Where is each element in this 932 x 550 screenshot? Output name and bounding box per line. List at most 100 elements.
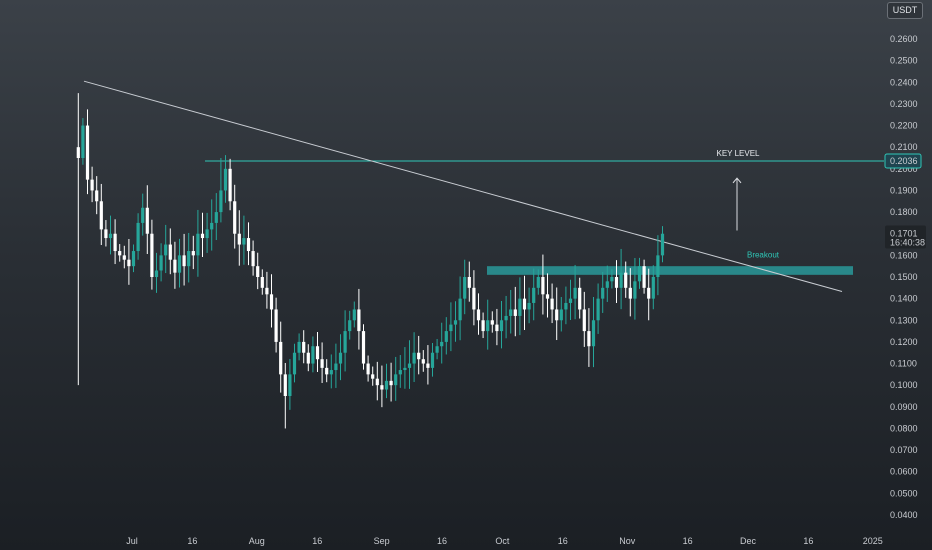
price-tick-label: 0.1100 xyxy=(890,359,917,369)
time-tick-label: 16 xyxy=(312,536,322,546)
candle-body xyxy=(587,331,591,347)
candle-body xyxy=(601,287,605,299)
candle-body xyxy=(246,238,251,252)
time-tick-label: Oct xyxy=(495,536,510,546)
candle-body xyxy=(458,298,462,321)
candle-body xyxy=(541,277,545,295)
candle-body xyxy=(361,331,366,364)
candle-body xyxy=(545,294,550,299)
candle-body xyxy=(486,320,490,332)
candle-body xyxy=(118,251,122,256)
candle-body xyxy=(136,222,140,252)
candle-body xyxy=(619,272,623,288)
candle-body xyxy=(90,179,94,191)
candle-body xyxy=(578,287,582,310)
candle-body xyxy=(426,363,430,368)
candle-body xyxy=(145,207,149,234)
candle-body xyxy=(656,255,660,277)
candle-body xyxy=(251,251,255,267)
candle-body xyxy=(325,367,329,375)
candle-body xyxy=(421,359,425,364)
candle-body xyxy=(348,320,352,332)
candle-body xyxy=(113,233,117,252)
candle-body xyxy=(624,272,628,288)
candle-body xyxy=(256,266,260,277)
time-tick-label: Jul xyxy=(126,536,138,546)
price-tick-label: 0.2000 xyxy=(890,164,918,174)
candle-body xyxy=(95,190,99,202)
candle-body xyxy=(131,251,136,267)
candle-body xyxy=(233,201,237,234)
candle-body xyxy=(637,266,642,282)
candle-body xyxy=(412,352,416,364)
candle-body xyxy=(463,277,467,299)
candle-body xyxy=(527,302,531,310)
time-tick-label: Sep xyxy=(374,536,390,546)
time-tick-label: 2025 xyxy=(863,536,883,546)
candle-body xyxy=(159,255,163,271)
candle-body xyxy=(329,370,333,375)
candle-body xyxy=(518,298,522,316)
time-tick-label: Dec xyxy=(740,536,757,546)
candle-body xyxy=(366,363,370,375)
candle-body xyxy=(647,287,651,299)
candle-body xyxy=(614,277,619,288)
candle-body xyxy=(628,287,632,299)
price-tick-label: 0.0500 xyxy=(890,488,918,498)
price-tick-label: 0.1600 xyxy=(890,250,918,260)
candle-body xyxy=(274,309,278,342)
candle-body xyxy=(651,277,655,299)
candle-body xyxy=(223,168,228,191)
candle-body xyxy=(164,244,168,256)
drawing-lines-layer xyxy=(83,80,884,292)
time-tick-label: 16 xyxy=(558,536,568,546)
time-tick-label: 16 xyxy=(437,536,447,546)
trendline xyxy=(83,80,843,292)
candle-body xyxy=(269,294,274,310)
time-axis: Jul 16 Aug 16 Sep 16 Oct 16 Nov 16 Dec 16 2025 xyxy=(126,536,883,546)
candle-body xyxy=(559,309,563,321)
candle-body xyxy=(407,363,412,368)
candle-body xyxy=(495,324,499,332)
price-tick-label: 0.0800 xyxy=(890,423,918,433)
candle-body xyxy=(219,190,223,213)
candle-body xyxy=(228,168,232,202)
candle-body xyxy=(260,277,264,288)
candle-body xyxy=(380,385,384,390)
candle-body xyxy=(311,346,315,364)
price-tick-label: 0.0600 xyxy=(890,467,918,477)
breakout-zone xyxy=(487,266,853,275)
price-tick-label: 0.2200 xyxy=(890,121,918,131)
candle-body xyxy=(610,277,614,282)
price-tick-label: 0.2100 xyxy=(890,142,918,152)
candle-body xyxy=(384,380,389,390)
candle-body xyxy=(182,255,186,267)
time-tick-label: 16 xyxy=(187,536,197,546)
candle-body xyxy=(242,238,246,245)
time-tick-label: 16 xyxy=(683,536,693,546)
candle-body xyxy=(127,259,131,267)
price-tick-label: 0.1800 xyxy=(890,207,918,217)
candle-body xyxy=(187,251,191,267)
candle-body xyxy=(504,315,508,321)
price-axis: 0.2600 0.2500 0.2400 0.2300 0.2200 0.2100 0.20… xyxy=(884,34,926,520)
currency-badge[interactable]: USDT xyxy=(887,2,923,19)
candle-body xyxy=(499,320,504,332)
last-price-text: 0.1701 xyxy=(890,229,918,239)
candle-body xyxy=(490,320,494,325)
candle-body xyxy=(214,212,218,223)
candle-body xyxy=(265,287,269,295)
candle-body xyxy=(513,309,517,316)
price-tick-label: 0.2600 xyxy=(890,34,918,44)
candle-body xyxy=(104,229,108,239)
price-tick-label: 0.1000 xyxy=(890,380,918,390)
candle-body xyxy=(449,324,453,332)
candle-body xyxy=(568,298,573,303)
candle-body xyxy=(398,370,402,375)
time-tick-label: Aug xyxy=(249,536,265,546)
candle-body xyxy=(320,359,324,368)
candle-body xyxy=(394,374,398,386)
price-tick-label: 0.1200 xyxy=(890,337,918,347)
